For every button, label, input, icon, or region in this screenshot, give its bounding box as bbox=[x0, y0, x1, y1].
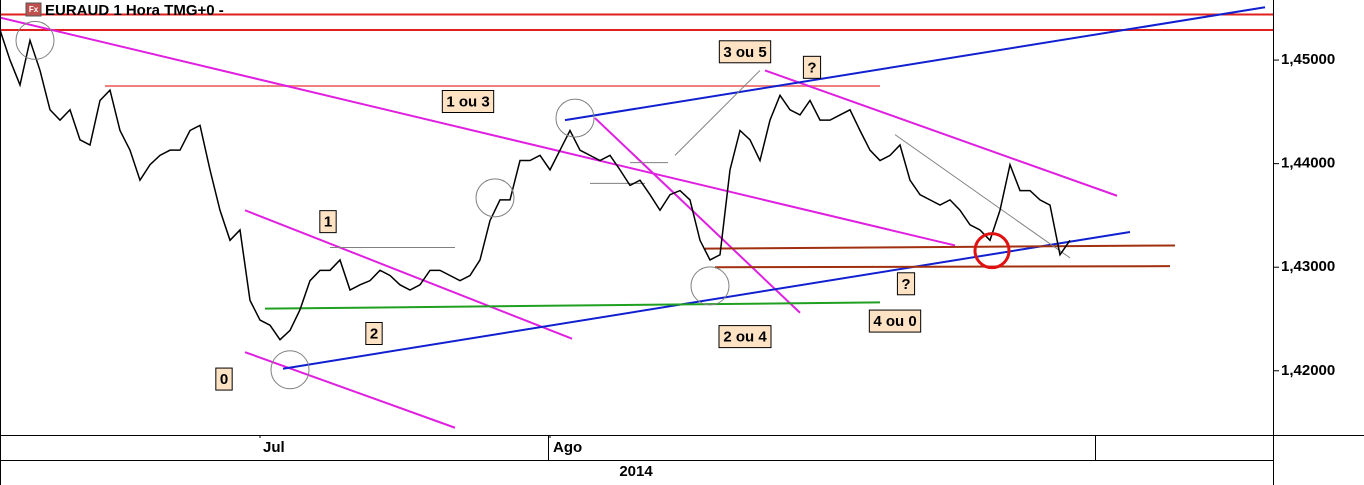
y-tick-label: 1,43000 bbox=[1281, 258, 1335, 275]
highlight-circle bbox=[475, 178, 515, 218]
trendline bbox=[282, 231, 1131, 370]
trendline bbox=[564, 6, 1266, 122]
title-icon-text: Fx bbox=[29, 5, 39, 14]
trendline bbox=[704, 244, 1176, 250]
highlight-circle bbox=[270, 350, 310, 390]
y-tick-label: 1,44000 bbox=[1281, 155, 1335, 172]
annotation-label: 4 ou 0 bbox=[873, 313, 916, 330]
trendline bbox=[244, 209, 573, 340]
highlight-circle bbox=[555, 98, 595, 138]
annotation-box bbox=[365, 322, 383, 345]
annotation-label: 2 ou 4 bbox=[723, 329, 767, 346]
highlight-circle bbox=[690, 266, 730, 306]
annotation-label: 1 bbox=[324, 214, 332, 231]
highlight-circle bbox=[15, 20, 55, 60]
y-tick-label: 1,42000 bbox=[1281, 362, 1335, 379]
annotation-label: 0 bbox=[220, 371, 228, 388]
annotation-box bbox=[896, 272, 916, 296]
x-tick-label: Ago bbox=[553, 439, 582, 456]
annotation-box bbox=[215, 367, 233, 391]
annotation-box bbox=[441, 90, 495, 113]
trendline bbox=[764, 69, 1118, 197]
trendline bbox=[264, 301, 881, 310]
trendline bbox=[594, 117, 801, 314]
annotation-box bbox=[802, 55, 822, 79]
trendline bbox=[674, 70, 761, 156]
y-tick-label: 1,45000 bbox=[1281, 51, 1335, 68]
trendline bbox=[0, 16, 956, 247]
annotation-label: ? bbox=[901, 276, 910, 293]
price-line bbox=[0, 29, 1071, 341]
annotation-box bbox=[868, 309, 922, 333]
period-label: 2014 bbox=[619, 463, 653, 480]
chart-title: EURAUD 1 Hora TMG+0 - bbox=[45, 2, 224, 19]
annotation-label: 2 bbox=[370, 325, 378, 342]
title-icon bbox=[25, 2, 42, 17]
annotation-box bbox=[718, 40, 772, 64]
highlight-circle bbox=[973, 232, 1011, 270]
annotation-label: 1 ou 3 bbox=[446, 93, 489, 110]
plot-area: 1 ou 3 3 ou 5? 1 2 0 2 ou 4 4 ou 0? bbox=[0, 6, 1273, 429]
annotation-label: ? bbox=[807, 59, 816, 76]
trendline bbox=[714, 265, 1171, 269]
annotation-box bbox=[718, 325, 772, 349]
annotation-label: 3 ou 5 bbox=[723, 44, 766, 61]
trendline bbox=[894, 134, 1071, 259]
trendline bbox=[244, 351, 456, 429]
annotation-box bbox=[319, 210, 337, 234]
x-tick-label: Jul bbox=[263, 439, 285, 456]
